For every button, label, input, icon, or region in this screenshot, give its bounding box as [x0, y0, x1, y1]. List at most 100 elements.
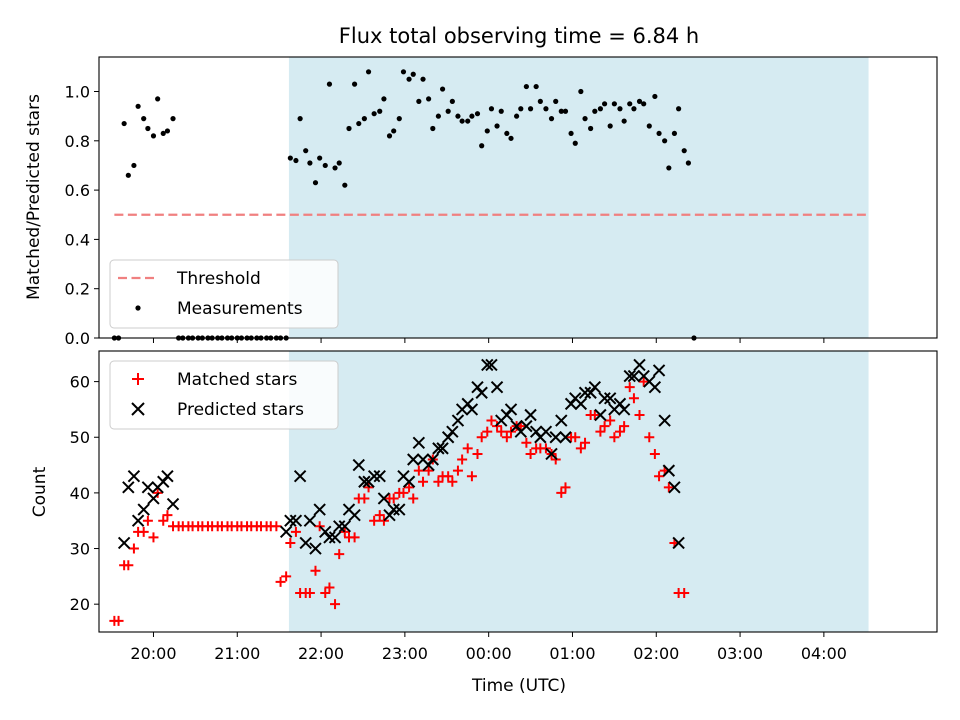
predicted-star-point	[377, 492, 391, 505]
measurement-point	[121, 120, 127, 127]
predicted-star-point	[358, 475, 371, 488]
y-tick-label: 50	[70, 428, 90, 447]
x-tick-label: 03:00	[717, 644, 763, 663]
measurement-point	[406, 76, 412, 82]
matched-star-point	[595, 426, 606, 437]
matched-star-point	[589, 409, 600, 420]
predicted-star-point	[299, 536, 312, 550]
matched-star-point	[413, 465, 424, 476]
x-tick-label: 00:00	[466, 644, 512, 663]
measurement-point	[164, 128, 171, 134]
predicted-star-point	[475, 386, 488, 399]
measurement-point	[685, 160, 691, 166]
matched-star-point	[418, 476, 429, 487]
matched-star-point	[575, 443, 586, 454]
matched-star-point	[466, 471, 477, 482]
measurement-point	[617, 106, 623, 112]
measurement-point	[293, 157, 299, 164]
predicted-star-point	[289, 514, 303, 527]
measurement-point	[582, 116, 588, 122]
measurement-point	[469, 113, 475, 119]
measurement-point	[488, 106, 495, 112]
matched-star-point	[614, 426, 625, 437]
predicted-star-point	[284, 514, 297, 527]
measurement-point	[336, 160, 342, 166]
predicted-star-point	[539, 425, 553, 438]
measurement-point	[479, 143, 485, 149]
predicted-star-point	[648, 380, 662, 394]
measurement-point	[312, 180, 319, 186]
measurement-point	[508, 135, 514, 141]
predicted-star-point	[627, 369, 641, 383]
y-tick-label: 0.4	[65, 230, 90, 249]
matched-star-point	[285, 537, 296, 548]
matched-star-point	[525, 448, 536, 459]
matched-star-point	[506, 426, 517, 437]
measurement-point	[459, 118, 465, 124]
matched-star-point	[330, 599, 341, 610]
measurement-point	[611, 101, 617, 107]
predicted-star-point	[559, 431, 572, 444]
measurement-point	[498, 108, 504, 114]
y-tick-label: 0.0	[65, 329, 90, 348]
measurement-point	[400, 69, 407, 75]
measurement-point	[342, 182, 348, 188]
matched-star-point	[339, 526, 350, 537]
predicted-star-point	[402, 475, 416, 488]
measurement-point	[494, 123, 500, 129]
measurement-point	[465, 118, 471, 124]
legend-box	[109, 259, 339, 329]
top-y-axis-label: Matched/Predicted stars	[24, 94, 44, 300]
matched-star-point	[320, 588, 331, 599]
matched-star-point	[654, 471, 665, 482]
predicted-star-point	[446, 425, 459, 438]
measurement-point	[150, 133, 157, 139]
legend: Threshold Measurements	[109, 259, 339, 329]
measurement-point	[381, 96, 387, 102]
predicted-star-point	[122, 481, 135, 494]
observing-window-band	[288, 351, 869, 632]
legend-predicted-swatch	[131, 402, 145, 416]
matched-star-point	[457, 454, 468, 465]
predicted-star-point	[352, 458, 365, 472]
y-tick-label: 0.6	[65, 181, 90, 200]
measurement-point	[430, 125, 436, 132]
matched-star-point	[158, 515, 169, 526]
predicted-star-point	[373, 469, 386, 483]
predicted-star-point	[127, 469, 141, 483]
y-tick-label: 20	[70, 595, 90, 614]
predicted-star-point	[598, 392, 611, 405]
predicted-star-point	[465, 403, 479, 416]
measurement-point	[474, 111, 481, 117]
matched-star-point	[649, 448, 660, 459]
matched-star-point	[679, 588, 690, 599]
matched-star-point	[638, 376, 649, 387]
predicted-star-point	[652, 364, 666, 377]
predicted-star-point	[338, 520, 352, 533]
measurement-point	[326, 81, 333, 87]
matched-star-point	[281, 571, 292, 582]
predicted-star-point	[658, 414, 671, 427]
legend-box	[109, 360, 339, 430]
predicted-star-point	[623, 369, 636, 383]
matched-star-point	[374, 510, 385, 521]
matched-star-point	[443, 471, 454, 482]
measurement-point	[636, 98, 643, 104]
measurement-point	[518, 106, 524, 112]
matched-star-point	[359, 493, 370, 504]
measurement-point	[420, 76, 426, 82]
x-tick-label: 20:00	[130, 644, 176, 663]
measurement-point	[445, 108, 451, 114]
predicted-star-point	[633, 358, 646, 372]
measurement-point	[145, 125, 151, 132]
predicted-star-point	[451, 414, 465, 427]
measurement-point	[548, 116, 555, 122]
measurement-point	[537, 98, 543, 104]
predicted-star-point	[662, 464, 676, 477]
measurement-point	[652, 93, 658, 100]
matched-star-point	[556, 487, 567, 498]
predicted-star-point	[293, 469, 307, 483]
matched-star-point	[663, 482, 674, 493]
matched-star-point	[628, 393, 639, 404]
predicted-star-point	[436, 442, 449, 455]
